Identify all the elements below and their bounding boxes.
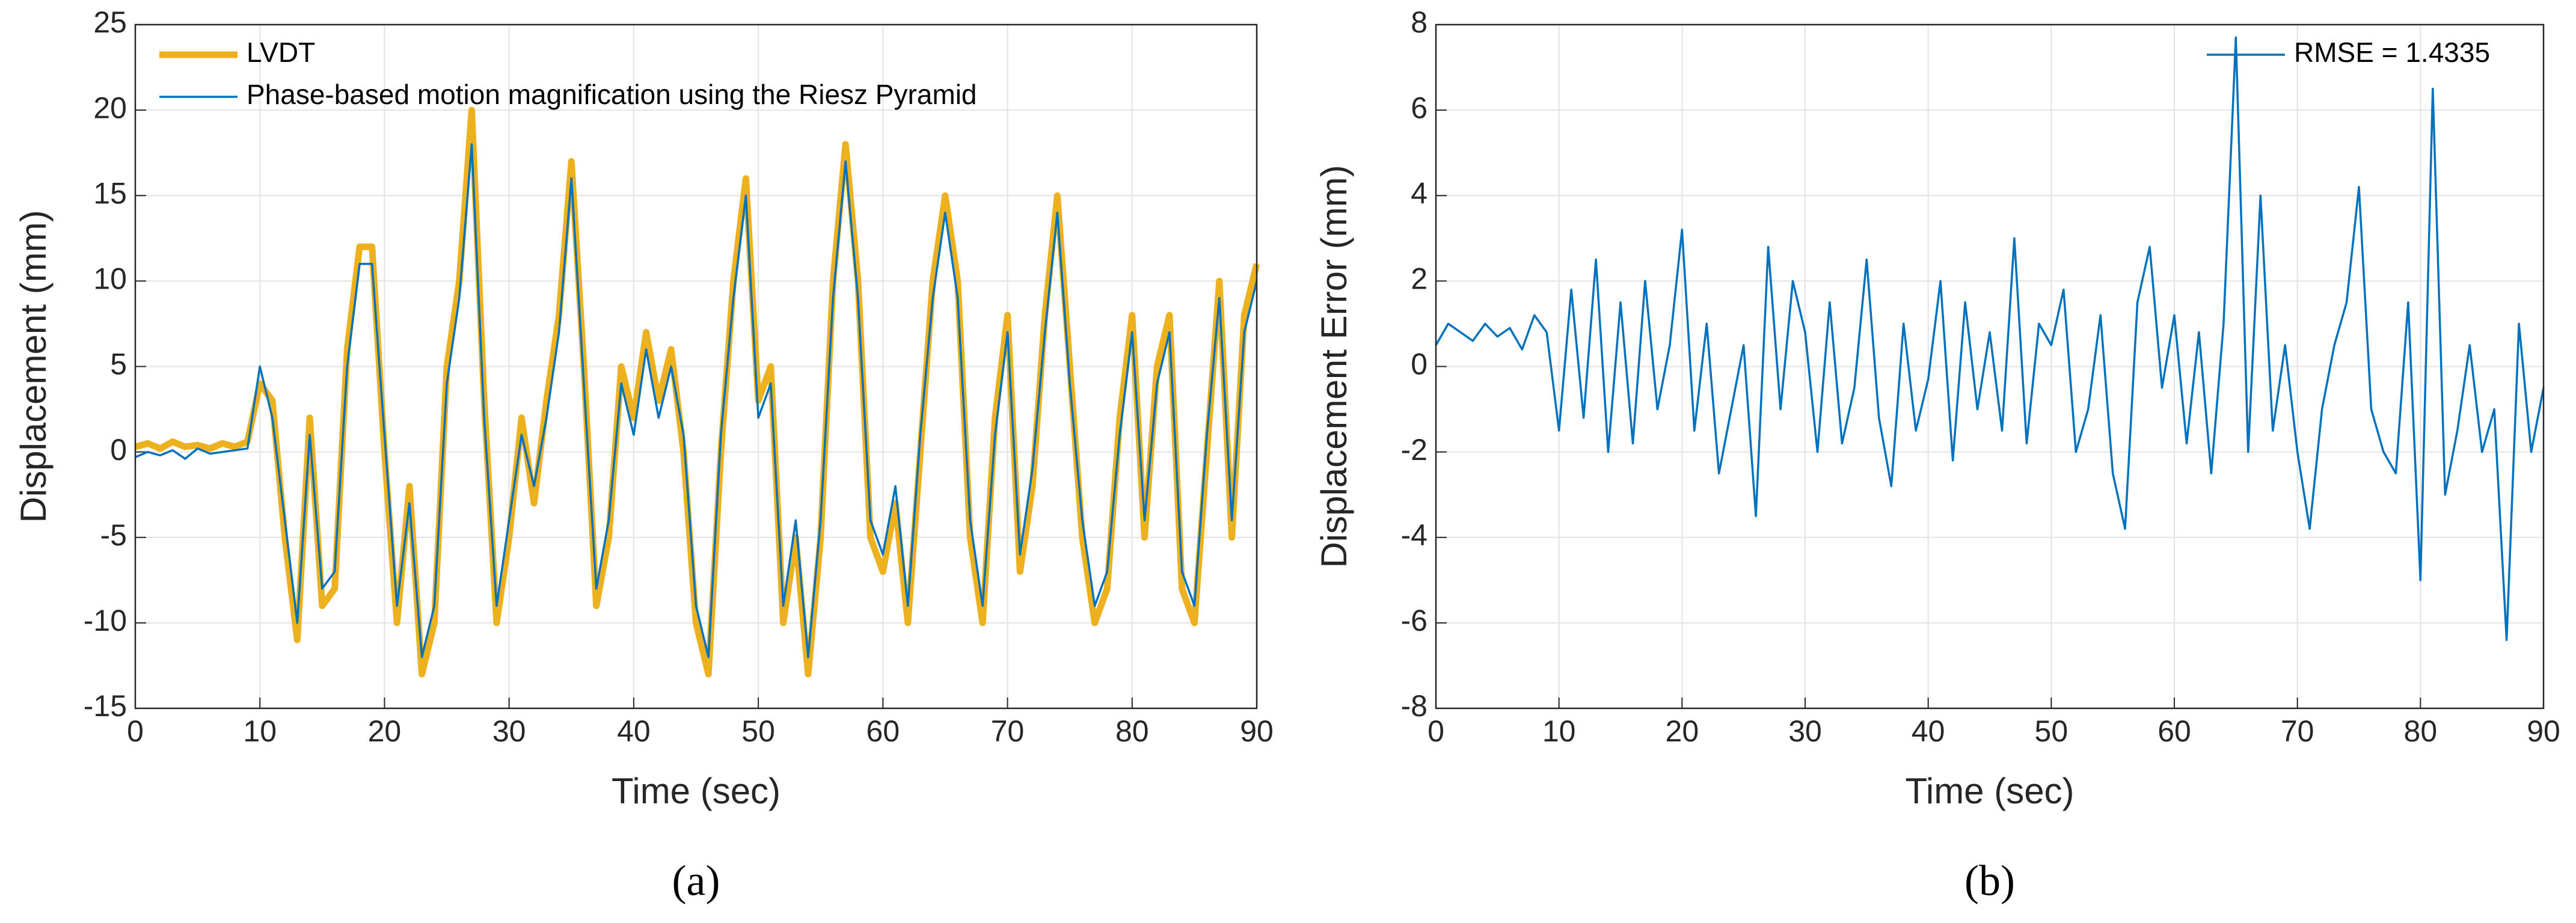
x-tick-label: 40 [617, 714, 651, 748]
x-tick-label: 20 [1666, 714, 1699, 748]
y-tick-label: 10 [93, 262, 127, 296]
y-tick-label: 6 [1411, 91, 1428, 124]
y-tick-label: -4 [1401, 518, 1428, 552]
y-tick-label: 2 [1411, 262, 1428, 296]
x-tick-label: 40 [1912, 714, 1945, 748]
data-line [135, 143, 1258, 658]
x-tick-label: 50 [2035, 714, 2068, 748]
x-tick-label: 70 [2281, 714, 2314, 748]
y-tick-label: -10 [84, 604, 127, 637]
legend-label: LVDT [247, 37, 315, 68]
x-tick-label: 80 [2404, 714, 2438, 748]
y-tick-label: 4 [1411, 176, 1428, 210]
data-line [134, 106, 1260, 678]
axes-box [134, 23, 1258, 710]
x-tick-label: 90 [1240, 714, 1274, 748]
panel: -15 -10 -5 0 5 10 15 20 25 0 10 20 30 40 50 60 70 80 90 Tim… [13, 5, 1274, 904]
x-axis-label: Time (sec) [612, 771, 780, 811]
x-tick-label: 10 [1542, 714, 1576, 748]
x-tick-label: 30 [1788, 714, 1822, 748]
x-tick-label: 60 [866, 714, 900, 748]
x-tick-label: 90 [2527, 714, 2560, 748]
caption: (a) [672, 857, 720, 905]
x-tick-label: 0 [127, 714, 144, 748]
y-tick-label: 5 [110, 348, 127, 381]
x-tick-label: 70 [991, 714, 1025, 748]
data-line [1435, 36, 2545, 642]
y-tick-label: -2 [1401, 433, 1428, 467]
y-tick-label: 25 [93, 5, 127, 39]
x-tick-label: 10 [243, 714, 277, 748]
y-axis-label: Displacement (mm) [13, 210, 54, 523]
y-tick-label: 0 [1411, 348, 1428, 381]
y-tick-label: 0 [110, 433, 127, 467]
x-tick-label: 50 [741, 714, 775, 748]
y-tick-label: -5 [100, 518, 127, 552]
y-tick-label: -8 [1401, 689, 1428, 723]
x-tick-label: 60 [2157, 714, 2191, 748]
y-tick-label: -15 [84, 689, 127, 723]
x-tick-label: 30 [492, 714, 526, 748]
caption: (b) [1964, 857, 2015, 905]
y-tick-label: -6 [1401, 604, 1428, 637]
y-tick-label: 15 [93, 176, 127, 210]
x-tick-label: 80 [1115, 714, 1149, 748]
x-axis-label: Time (sec) [1905, 771, 2074, 811]
y-axis-label: Displacement Error (mm) [1314, 165, 1354, 568]
x-tick-label: 0 [1428, 714, 1444, 748]
x-tick-label: 20 [368, 714, 402, 748]
y-tick-label: 8 [1411, 5, 1428, 39]
legend-label: Phase-based motion magnification using t… [247, 79, 977, 110]
y-tick-label: 20 [93, 91, 127, 124]
axes-box [1435, 23, 2545, 710]
legend-label: RMSE = 1.4335 [2294, 37, 2490, 68]
